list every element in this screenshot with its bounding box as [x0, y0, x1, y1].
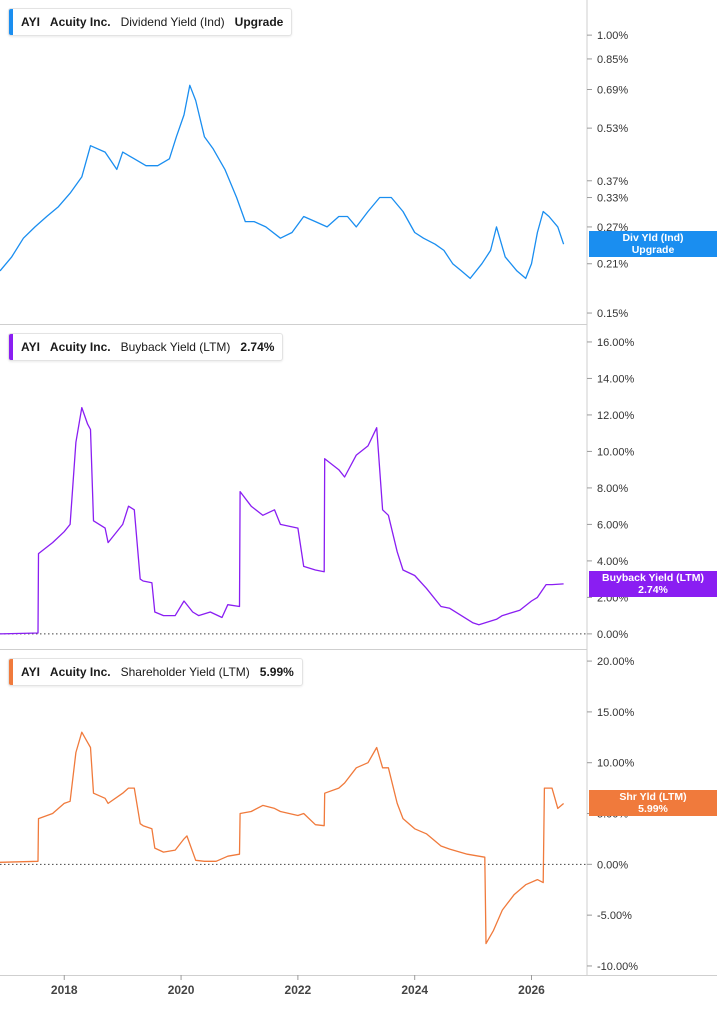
y-tick-label: 0.37%	[597, 176, 628, 188]
x-tick-label: 2020	[168, 983, 195, 997]
y-tick-label: 16.00%	[597, 337, 635, 349]
y-tick-label: 10.00%	[597, 758, 635, 770]
series-line	[0, 731, 565, 945]
y-tick-label: 0.69%	[597, 84, 628, 96]
y-tick-label: 0.53%	[597, 123, 628, 135]
y-tick-label: 14.00%	[597, 373, 635, 385]
y-tick-label: 0.33%	[597, 193, 628, 205]
legend-metric: Shareholder Yield (LTM)	[120, 665, 250, 679]
y-tick-label: 0.27%	[597, 222, 628, 234]
legend-ticker: AYI	[21, 340, 40, 354]
x-tick-label: 2024	[401, 983, 428, 997]
legend-dividend-yield[interactable]: AYI Acuity Inc. Dividend Yield (Ind) Upg…	[8, 8, 293, 36]
y-tick-label: 6.00%	[597, 519, 628, 531]
series-line	[0, 406, 564, 635]
end-tag-metric: Div Yld (Ind)	[622, 232, 684, 245]
y-tick-label: 12.00%	[597, 410, 635, 422]
end-tag-dividend-yield[interactable]: Div Yld (Ind) Upgrade	[589, 231, 717, 258]
y-tick-label: 0.21%	[597, 259, 628, 271]
y-tick-label: 1.00%	[597, 30, 628, 42]
end-tag-shareholder-yield: Shr Yld (LTM) 5.99%	[589, 790, 717, 817]
y-tick-label: 0.15%	[597, 308, 628, 320]
legend-company: Acuity Inc.	[49, 665, 111, 679]
legend-shareholder-yield[interactable]: AYI Acuity Inc. Shareholder Yield (LTM) …	[8, 658, 303, 686]
legend-swatch	[9, 334, 13, 360]
y-tick-label: 8.00%	[597, 483, 628, 495]
x-tick-label: 2022	[285, 983, 312, 997]
end-tag-metric: Buyback Yield (LTM)	[602, 571, 704, 584]
legend-value: 5.99%	[259, 665, 294, 679]
end-tag-value[interactable]: Upgrade	[631, 244, 675, 257]
y-tick-label: -10.00%	[597, 961, 638, 973]
y-tick-label: -5.00%	[597, 910, 632, 922]
end-tag-metric: Shr Yld (LTM)	[619, 791, 687, 804]
legend-company: Acuity Inc.	[49, 15, 111, 29]
legend-ticker: AYI	[21, 665, 40, 679]
end-tag-value: 5.99%	[638, 803, 668, 816]
legend-ticker: AYI	[21, 15, 40, 29]
legend-buyback-yield[interactable]: AYI Acuity Inc. Buyback Yield (LTM) 2.74…	[8, 333, 284, 361]
y-tick-label: 0.00%	[597, 859, 628, 871]
legend-metric: Buyback Yield (LTM)	[120, 340, 231, 354]
legend-metric: Dividend Yield (Ind)	[120, 15, 225, 29]
y-tick-label: 15.00%	[597, 707, 635, 719]
x-tick-label: 2026	[518, 983, 545, 997]
y-tick-label: 4.00%	[597, 556, 628, 568]
y-tick-label: 0.85%	[597, 54, 628, 66]
legend-company: Acuity Inc.	[49, 340, 111, 354]
legend-swatch	[9, 659, 13, 685]
end-tag-buyback-yield: Buyback Yield (LTM) 2.74%	[589, 570, 717, 597]
end-tag-value: 2.74%	[638, 583, 668, 596]
legend-value: 2.74%	[240, 340, 275, 354]
legend-value[interactable]: Upgrade	[234, 15, 284, 29]
legend-swatch	[9, 9, 13, 35]
x-tick-label: 2018	[51, 983, 78, 997]
y-tick-label: 0.00%	[597, 629, 628, 641]
y-tick-label: 20.00%	[597, 656, 635, 668]
series-line	[0, 84, 565, 280]
y-tick-label: 10.00%	[597, 446, 635, 458]
